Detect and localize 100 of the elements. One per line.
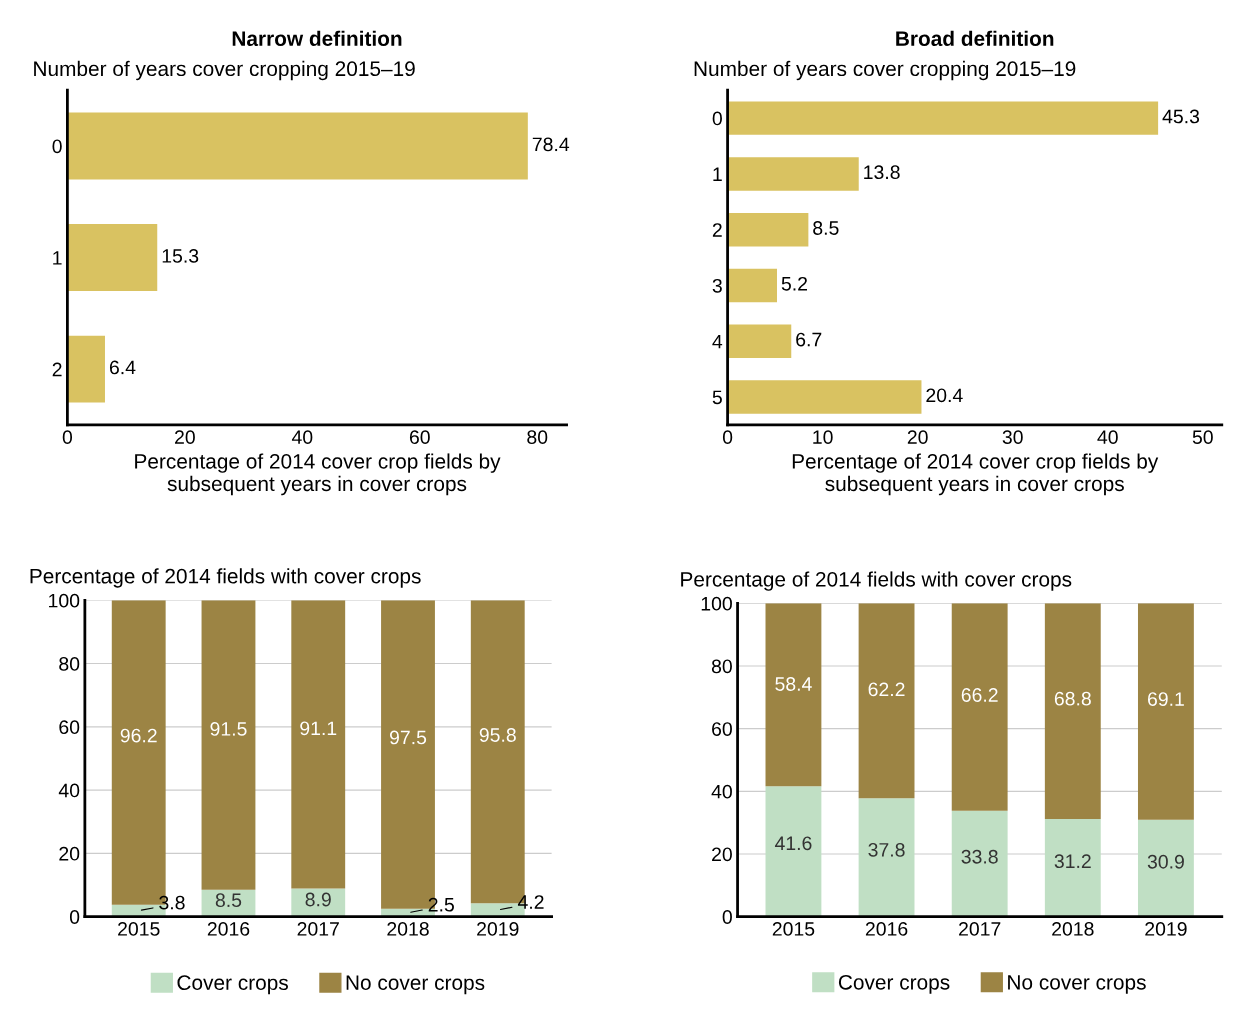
data-label: 58.4 — [775, 677, 812, 691]
y-tick-label: 0 — [69, 910, 80, 924]
data-label: 33.8 — [961, 849, 998, 864]
x-tick-label: 2017 — [297, 922, 339, 936]
data-label: 41.6 — [774, 836, 812, 851]
bar — [727, 324, 792, 358]
x-tick-label: 20 — [175, 430, 195, 445]
data-label: 45.3 — [1162, 109, 1200, 124]
x-tick-label: 2019 — [1145, 922, 1187, 936]
y-tick-label: 0 — [712, 111, 722, 126]
bar — [67, 335, 105, 403]
y-tick-label: 100 — [49, 593, 80, 608]
bar — [1137, 819, 1194, 917]
y-tick-label: 0 — [52, 139, 62, 154]
bar — [727, 101, 1159, 135]
bar — [858, 798, 915, 917]
y-tick-label: 0 — [722, 910, 732, 924]
data-label: 6.7 — [796, 332, 822, 347]
chart-title: Broad definition — [896, 30, 1054, 47]
y-tick-label: 4 — [712, 334, 723, 349]
legend-label: No cover crops — [346, 975, 485, 995]
data-label: 91.5 — [210, 722, 247, 736]
y-tick-label: 80 — [711, 659, 732, 674]
bar — [201, 600, 256, 890]
y-tick-label: 2 — [712, 223, 722, 237]
y-tick-label: 60 — [712, 722, 732, 736]
x-tick-label: 2017 — [959, 922, 1001, 936]
chart-subtitle: Number of years cover cropping 2015–19 — [34, 60, 415, 81]
data-label: 95.8 — [479, 728, 516, 742]
data-label: 97.5 — [389, 730, 427, 745]
data-label: 66.2 — [961, 688, 998, 702]
data-label: 6.4 — [109, 360, 136, 375]
y-tick-label: 80 — [59, 657, 80, 671]
bar — [727, 157, 859, 191]
y-tick-label: 20 — [59, 846, 80, 861]
legend-label: Cover crops — [838, 974, 950, 994]
x-tick-label: 10 — [813, 430, 833, 445]
x-tick-label: 2015 — [118, 922, 160, 936]
x-tick-label: 60 — [409, 430, 430, 445]
data-label: 31.2 — [1054, 854, 1091, 869]
y-tick-label: 40 — [711, 784, 732, 799]
y-tick-label: 1 — [53, 251, 62, 265]
x-tick-label: 2019 — [477, 922, 519, 936]
data-label: 37.8 — [868, 842, 905, 857]
data-label: 78.4 — [532, 137, 570, 152]
x-tick-label: 2018 — [1052, 922, 1094, 936]
x-tick-label: 50 — [1192, 430, 1213, 445]
data-label: 8.5 — [813, 221, 839, 235]
data-label: 13.8 — [864, 165, 900, 180]
y-tick-label: 2 — [52, 362, 62, 377]
data-label: 96.2 — [120, 728, 157, 743]
data-label: 8.5 — [215, 893, 242, 908]
bar — [765, 786, 822, 917]
y-tick-label: 3 — [712, 278, 722, 293]
x-tick-label: 30 — [1002, 430, 1023, 445]
x-tick-label: 40 — [1097, 430, 1118, 445]
x-tick-label: 80 — [527, 430, 548, 445]
legend-label: No cover crops — [1008, 975, 1146, 994]
bar — [727, 268, 777, 303]
y-tick-label: 20 — [712, 847, 732, 862]
y-tick-label: 60 — [59, 720, 80, 735]
bar — [727, 380, 922, 414]
x-tick-label: 20 — [907, 430, 928, 445]
chart-subtitle: Number of years cover cropping 2015–19 — [694, 60, 1076, 81]
x-tick-label: 2016 — [207, 922, 250, 936]
data-label: 69.1 — [1147, 692, 1184, 706]
x-tick-label: 2015 — [772, 922, 815, 936]
y-tick-label: 5 — [712, 390, 722, 405]
data-label: 91.1 — [300, 721, 337, 736]
data-label: 68.8 — [1054, 691, 1091, 706]
data-label: 15.3 — [162, 249, 199, 263]
y-tick-label: 40 — [58, 783, 80, 798]
chart-title: Percentage of 2014 fields with cover crops — [681, 571, 1072, 591]
data-label: 4.2 — [517, 895, 544, 909]
bar — [1044, 603, 1101, 819]
y-tick-label: 1 — [713, 167, 722, 181]
data-label: 3.8 — [159, 895, 185, 910]
data-label: 30.9 — [1147, 854, 1184, 869]
bar — [67, 224, 158, 292]
bar — [951, 603, 1008, 811]
x-axis-title: Percentage of 2014 cover crop fields by subsequent years in cover crops — [135, 453, 501, 496]
chart-title: Narrow definition — [232, 30, 402, 47]
x-tick-label: 2018 — [387, 922, 429, 936]
bar — [858, 603, 915, 799]
x-axis-title: Percentage of 2014 cover crop fields by subsequent years in cover crops — [792, 453, 1159, 496]
legend-label: Cover crops — [177, 975, 288, 995]
bar — [67, 112, 528, 180]
data-label: 20.4 — [926, 388, 963, 403]
bar — [951, 810, 1008, 917]
x-tick-label: 40 — [291, 430, 313, 445]
bar — [727, 212, 809, 247]
y-tick-label: 100 — [701, 596, 732, 611]
bar — [1137, 603, 1194, 820]
chart-title: Percentage of 2014 fields with cover crops — [30, 568, 421, 588]
bar — [765, 603, 822, 787]
data-label: 8.9 — [305, 892, 331, 907]
bar — [1044, 818, 1101, 917]
data-label: 5.2 — [781, 276, 808, 291]
bar — [291, 600, 346, 889]
x-tick-label: 2016 — [865, 922, 908, 936]
